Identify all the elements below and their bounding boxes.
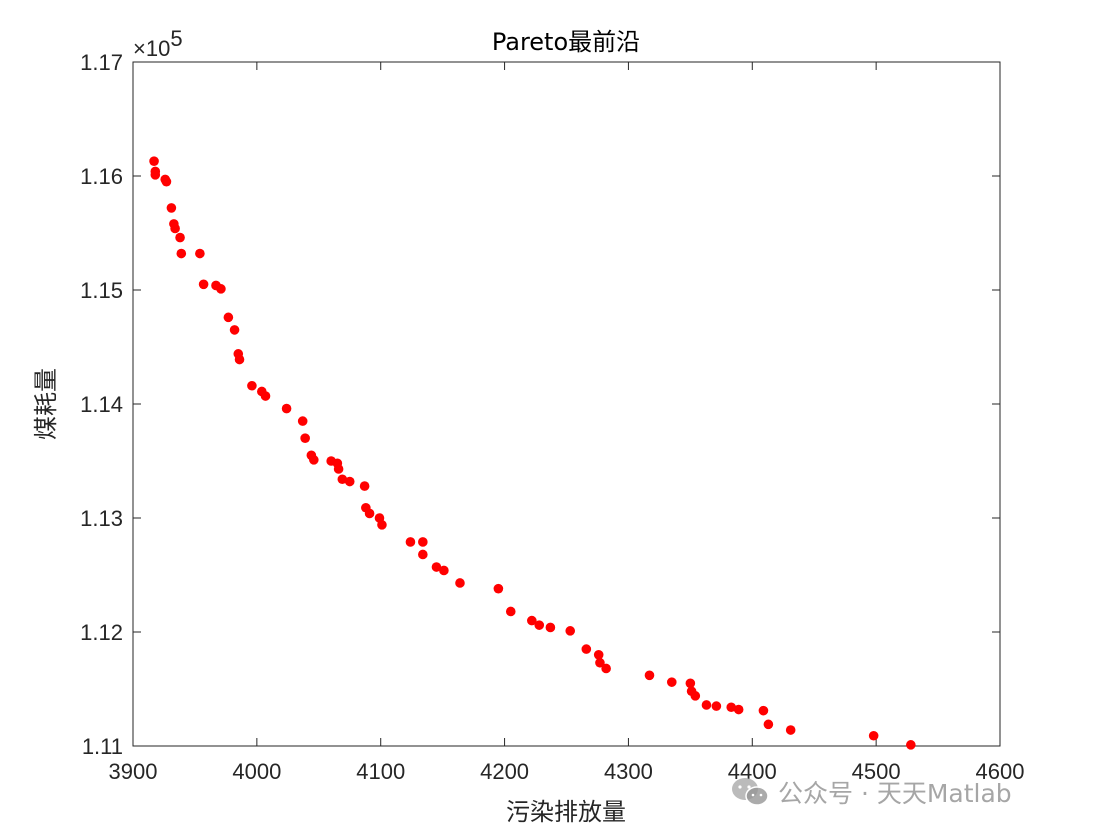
data-point: [593, 650, 604, 660]
data-point: [701, 700, 712, 710]
x-axis: 3900 4000 4100 4200 4300 4400 4500 4600: [109, 62, 1025, 784]
data-point: [545, 622, 556, 633]
data-point: [711, 701, 722, 711]
y-axis: 1.11 1.12 1.13 1.14 1.15 1.16 1.17: [80, 50, 1000, 759]
x-tick-label: 4600: [976, 759, 1025, 784]
y-tick-label: 1.13: [80, 506, 123, 531]
data-point: [223, 312, 234, 323]
y-tick-label: 1.11: [82, 734, 123, 759]
y-exponent: ×105: [133, 26, 183, 61]
x-axis-label: 污染排放量: [506, 798, 626, 826]
data-point: [234, 354, 245, 365]
data-point: [333, 464, 344, 474]
data-point: [364, 508, 375, 519]
x-tick-label: 4300: [604, 759, 653, 784]
y-tick-label: 1.14: [80, 392, 123, 417]
data-point: [644, 670, 655, 681]
data-point: [337, 474, 348, 485]
data-point: [581, 644, 592, 654]
data-point: [166, 203, 177, 213]
data-point: [297, 416, 308, 426]
data-point: [527, 615, 537, 626]
y-axis-label: 煤耗量: [32, 368, 60, 440]
data-point: [309, 455, 319, 465]
data-point: [150, 170, 161, 180]
data-point: [785, 725, 796, 735]
y-tick-label: 1.17: [80, 50, 123, 75]
data-point: [260, 391, 271, 401]
data-point: [906, 740, 916, 750]
x-tick-label: 3900: [109, 759, 158, 784]
data-point: [868, 730, 879, 741]
chart-title: Pareto最前沿: [492, 28, 640, 56]
data-point: [149, 156, 159, 166]
data-point: [565, 626, 576, 636]
data-point: [247, 380, 257, 391]
data-point: [216, 284, 226, 294]
data-point: [281, 403, 292, 414]
data-point: [377, 520, 387, 530]
data-point: [666, 677, 677, 687]
y-exponent-base: ×10: [133, 36, 170, 61]
data-point: [229, 325, 240, 335]
watermark-text: 公众号 · 天天Matlab: [778, 779, 1012, 808]
y-tick-label: 1.15: [80, 278, 123, 303]
data-point: [300, 433, 310, 444]
data-point: [405, 537, 416, 547]
wechat-icon: [732, 778, 769, 806]
x-tick-label: 4200: [480, 759, 529, 784]
data-point: [170, 223, 180, 234]
data-point: [601, 663, 611, 674]
data-point: [359, 481, 370, 491]
data-point: [690, 691, 701, 701]
data-point: [534, 620, 545, 630]
data-point: [195, 248, 205, 259]
y-tick-label: 1.12: [80, 620, 123, 645]
x-tick-label: 4100: [356, 759, 405, 784]
data-point: [455, 578, 465, 588]
data-point: [726, 702, 737, 713]
data-point: [758, 705, 769, 716]
data-point: [439, 565, 449, 576]
x-tick-label: 4500: [852, 759, 901, 784]
data-point: [344, 476, 355, 487]
data-point: [418, 537, 428, 547]
data-point: [431, 562, 442, 572]
data-point: [505, 606, 516, 617]
data-point: [418, 549, 428, 560]
data-point: [161, 176, 172, 187]
data-point: [763, 719, 774, 730]
y-exponent-power: 5: [170, 26, 182, 51]
watermark: 公众号 · 天天Matlab: [730, 774, 1012, 810]
scatter-series: [149, 156, 916, 750]
data-point: [175, 232, 185, 243]
x-tick-label: 4000: [232, 759, 281, 784]
y-tick-label: 1.16: [80, 164, 123, 189]
data-point: [733, 704, 744, 715]
data-point: [493, 583, 504, 594]
data-point: [595, 657, 605, 668]
data-point: [685, 678, 696, 689]
x-tick-label: 4400: [728, 759, 777, 784]
plot-area: [132, 61, 1001, 747]
data-point: [198, 279, 209, 290]
data-point: [176, 248, 187, 259]
